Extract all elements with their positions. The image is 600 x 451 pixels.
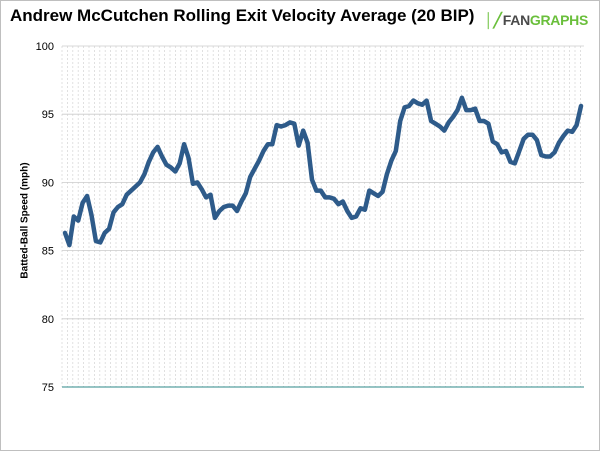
logo-text-fan: FAN: [502, 12, 530, 28]
fangraphs-logo: │╱ FAN GRAPHS: [484, 9, 589, 31]
logo-text-graphs: GRAPHS: [529, 12, 588, 28]
y-tick-label: 80: [42, 314, 54, 326]
y-tick-label: 75: [42, 382, 54, 394]
y-tick-label: 90: [42, 177, 54, 189]
y-tick-label: 100: [36, 41, 54, 53]
chart-title: Andrew McCutchen Rolling Exit Velocity A…: [10, 6, 475, 25]
y-tick-label: 95: [42, 109, 54, 121]
fangraphs-logo-icon: │╱: [484, 11, 502, 28]
gridlines: [61, 45, 584, 387]
y-axis-ticks: 75 80 85 90 95 100: [36, 41, 54, 394]
y-tick-label: 85: [42, 246, 54, 258]
series-line: [62, 95, 584, 248]
